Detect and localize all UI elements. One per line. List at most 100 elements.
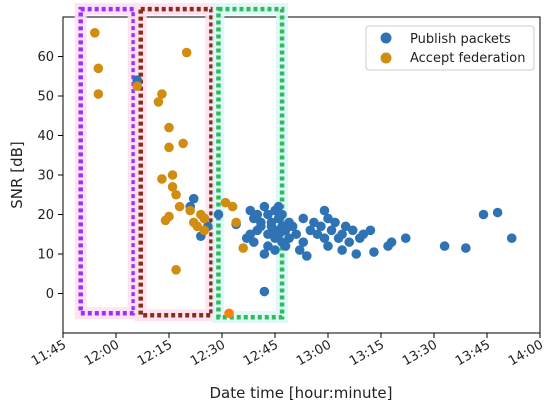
publish-packets-point [287, 221, 298, 232]
publish-packets-point [298, 237, 309, 247]
x-tick-label: 11:45 [29, 337, 69, 369]
publish-packets-point [340, 221, 351, 232]
x-tick-label: 12:00 [82, 337, 122, 369]
x-tick-label: 12:45 [241, 337, 281, 369]
publish-packets-point [478, 209, 489, 220]
accept-federation-point [164, 122, 174, 133]
publish-packets-point [337, 229, 347, 240]
publish-packets-point [316, 221, 326, 232]
accept-federation-point [227, 201, 238, 212]
legend-marker-accept-federation [380, 52, 392, 64]
publish-packets-point [284, 233, 294, 243]
publish-packets-point [344, 237, 355, 247]
legend-label-accept-federation: Accept federation [410, 51, 525, 66]
x-tick-label: 14:00 [506, 337, 546, 369]
y-tick-label: 50 [37, 90, 54, 105]
publish-packets-point [312, 229, 323, 240]
publish-packets-point [302, 251, 312, 261]
accept-federation-point [93, 89, 104, 99]
legend-label-publish-packets: Publish packets [410, 32, 511, 47]
x-tick-label: 13:30 [400, 337, 440, 369]
accept-federation-point [167, 182, 178, 192]
publish-packets-point [400, 233, 411, 243]
publish-packets-point [319, 205, 330, 216]
accept-federation-point [199, 225, 210, 236]
highlight-boxes [74, 3, 289, 324]
accept-federation-point [171, 189, 181, 200]
accept-federation-point [171, 265, 181, 275]
accept-federation-point [231, 217, 241, 228]
publish-packets-point [259, 201, 270, 212]
publish-packets-point [337, 245, 347, 255]
publish-packets-point [273, 229, 284, 240]
publish-packets-point [323, 241, 333, 251]
publish-packets-point [319, 233, 330, 243]
publish-packets-point [263, 241, 273, 251]
x-tick-label: 12:30 [188, 337, 228, 369]
x-tick-label: 12:15 [135, 337, 175, 369]
publish-packets-point [291, 229, 302, 240]
accept-federation-point [238, 243, 248, 253]
publish-packets-point [213, 209, 224, 220]
x-tick-label: 13:45 [453, 337, 493, 369]
highlight-box-glow [212, 3, 289, 324]
publish-packets-point [439, 241, 450, 251]
accept-federation-point [164, 211, 174, 222]
highlight-box [138, 6, 214, 318]
publish-packets-point [294, 245, 305, 255]
publish-packets-point [492, 207, 503, 218]
publish-packets-point [273, 201, 284, 212]
accept-federation-point [174, 201, 185, 212]
accept-federation-point [153, 97, 164, 107]
accept-federation-point [164, 142, 174, 153]
publish-packets-point [280, 241, 291, 251]
publish-packets-point [298, 213, 309, 224]
publish-packets-point [323, 213, 333, 224]
publish-packets-point [270, 245, 280, 255]
publish-packets-point [259, 249, 270, 259]
publish-packets-point [461, 243, 471, 253]
publish-packets-point [305, 225, 316, 236]
publish-packets-point [330, 217, 340, 228]
x-axis: 11:45 12:00 12:15 12:30 12:45 13:00 13:15 13:30… [29, 333, 546, 369]
accept-federation-point [178, 138, 188, 149]
highlight-box [216, 6, 285, 320]
accept-federation-point [181, 47, 192, 58]
highlight-box-glow [74, 3, 140, 320]
publish-packets-point [351, 249, 362, 259]
publish-packets-point [266, 217, 277, 228]
y-tick-label: 60 [37, 50, 54, 65]
publish-packets-point [309, 217, 319, 228]
x-axis-title: Date time [hour:minute] [209, 384, 392, 402]
legend-frame [365, 25, 535, 71]
publish-packets-point [245, 229, 256, 240]
publish-packets-point [280, 225, 291, 236]
x-tick-label: 13:00 [294, 337, 334, 369]
y-tick-label: 30 [37, 169, 54, 184]
publish-packets-point [365, 225, 376, 236]
y-tick-label: 40 [37, 129, 54, 144]
publish-packets-point [358, 229, 369, 240]
publish-packets-point [188, 193, 199, 204]
publish-packets-point [263, 229, 273, 240]
accept-federation-point [220, 197, 231, 208]
accept-federation-point [157, 89, 167, 99]
publish-packets-point [326, 225, 337, 236]
publish-packets-point [347, 225, 358, 236]
accept-federation-point [132, 81, 142, 91]
y-axis: 0 10 20 30 40 50 60 [37, 50, 63, 302]
legend: Publish packets Accept federation [365, 25, 535, 71]
accept-federation-point [185, 205, 195, 216]
y-tick-label: 10 [37, 248, 54, 263]
y-axis-title: SNR [dB] [8, 141, 26, 208]
legend-marker-publish-packets [380, 32, 392, 44]
accept-federation-point [93, 63, 104, 74]
y-tick-label: 20 [37, 208, 54, 223]
y-tick-label: 0 [46, 287, 54, 302]
accept-federation-point [224, 308, 234, 319]
publish-packets-point [249, 237, 259, 247]
publish-packets-point [252, 209, 263, 220]
publish-packets-point [506, 233, 517, 243]
publish-packets-point [277, 209, 287, 220]
